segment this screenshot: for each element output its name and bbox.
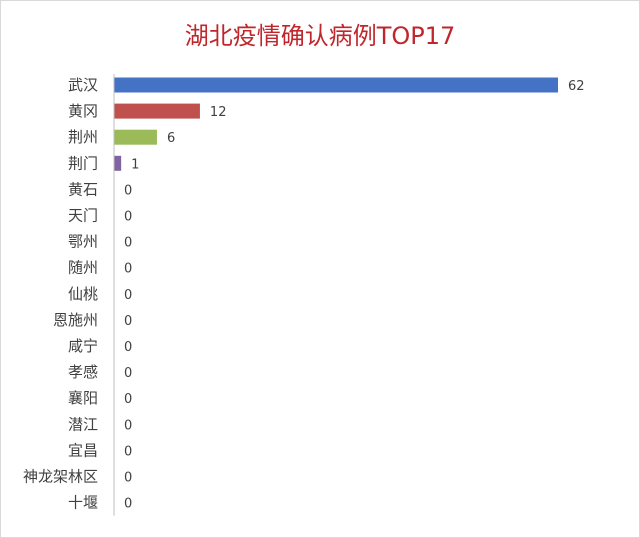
category-label: 神龙架林区 — [23, 468, 98, 486]
data-label: 0 — [124, 497, 132, 512]
bar — [114, 129, 157, 145]
bar — [114, 103, 200, 119]
category-label: 恩施州 — [53, 311, 98, 329]
chart-title: 湖北疫情确认病例TOP17 — [184, 22, 456, 50]
category-label: 武汉 — [68, 76, 98, 94]
category-label: 鄂州 — [68, 233, 98, 251]
category-label: 咸宁 — [68, 337, 98, 355]
data-label: 0 — [124, 210, 132, 225]
data-label: 1 — [131, 157, 139, 172]
data-label: 12 — [210, 105, 227, 120]
category-label: 襄阳 — [68, 389, 98, 407]
bars-group — [114, 77, 558, 171]
category-label: 荆门 — [68, 154, 98, 172]
value-labels-group: 62 12 6 1 0 0 0 0 0 0 0 0 0 0 0 0 0 — [124, 79, 585, 512]
category-label: 随州 — [68, 259, 98, 277]
data-label: 62 — [568, 79, 585, 94]
data-label: 0 — [124, 418, 132, 433]
category-label: 天门 — [68, 207, 98, 225]
bar — [114, 155, 122, 171]
data-label: 0 — [124, 471, 132, 486]
data-label: 0 — [124, 236, 132, 251]
data-label: 0 — [124, 183, 132, 198]
data-label: 6 — [167, 131, 175, 146]
data-label: 0 — [124, 444, 132, 459]
category-label: 十堰 — [68, 494, 98, 512]
category-label: 黄冈 — [68, 102, 98, 120]
data-label: 0 — [124, 366, 132, 381]
category-label: 黄石 — [68, 180, 98, 198]
data-label: 0 — [124, 340, 132, 355]
data-label: 0 — [124, 392, 132, 407]
data-label: 0 — [124, 314, 132, 329]
data-label: 0 — [124, 262, 132, 277]
category-label: 宜昌 — [68, 441, 98, 459]
category-label: 潜江 — [68, 415, 98, 433]
data-label: 0 — [124, 288, 132, 303]
category-label: 孝感 — [68, 363, 98, 381]
category-label: 荆州 — [68, 128, 98, 146]
bar — [114, 77, 558, 93]
category-label: 仙桃 — [68, 285, 98, 303]
